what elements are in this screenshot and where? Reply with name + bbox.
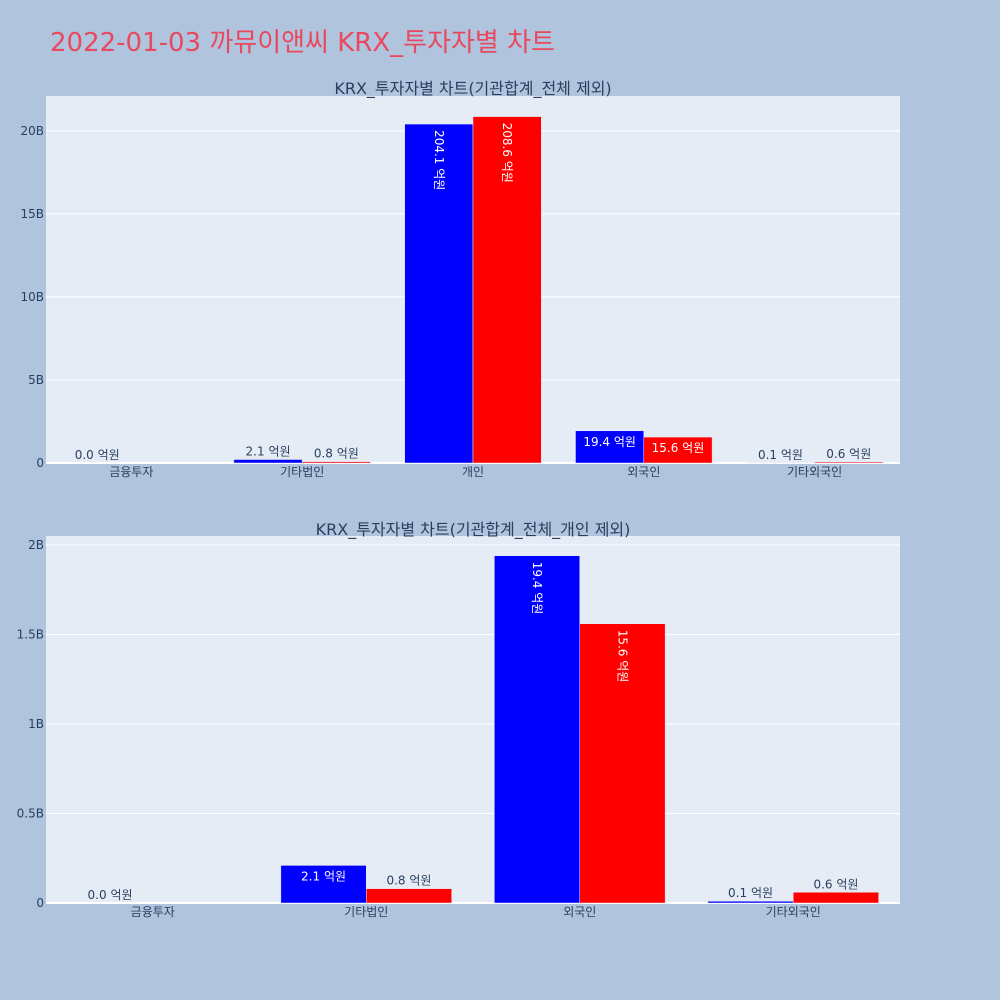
y-tick-label: 15B bbox=[20, 207, 44, 221]
y-tick-label: 2B bbox=[28, 538, 44, 552]
x-tick-label: 외국인 bbox=[563, 905, 596, 919]
data-label: 2.1 억원 bbox=[301, 869, 346, 883]
data-label: 0.1 억원 bbox=[758, 448, 803, 462]
bar bbox=[233, 459, 303, 464]
bar bbox=[707, 900, 794, 904]
data-label: 0.8 억원 bbox=[314, 447, 359, 461]
x-tick-label: 기타법인 bbox=[280, 465, 324, 479]
bar bbox=[643, 436, 713, 464]
data-label: 0.1 억원 bbox=[728, 886, 773, 900]
x-tick-label: 기타외국인 bbox=[766, 905, 821, 919]
y-tick-label: 1B bbox=[28, 717, 44, 731]
y-tick-label: 20B bbox=[20, 124, 44, 138]
subplot-title: KRX_투자자별 차트(기관합계_전체_개인 제외) bbox=[316, 520, 631, 540]
data-label: 208.6 억원 bbox=[500, 123, 514, 183]
data-label: 0.0 억원 bbox=[88, 888, 133, 902]
y-tick-label: 0.5B bbox=[17, 806, 44, 820]
x-tick-label: 기타법인 bbox=[344, 905, 388, 919]
y-tick-label: 0 bbox=[36, 896, 44, 910]
x-tick-label: 금융투자 bbox=[109, 465, 153, 479]
y-tick-label: 0 bbox=[36, 456, 44, 470]
x-tick-label: 개인 bbox=[462, 465, 484, 479]
data-label: 19.4 억원 bbox=[530, 562, 544, 615]
bar bbox=[301, 461, 371, 464]
bar bbox=[280, 865, 367, 904]
y-tick-label: 5B bbox=[28, 373, 44, 387]
bar bbox=[575, 430, 645, 464]
x-tick-label: 금융투자 bbox=[131, 905, 175, 919]
data-label: 15.6 억원 bbox=[615, 630, 629, 683]
bar bbox=[494, 555, 581, 904]
data-label: 15.6 억원 bbox=[652, 441, 705, 455]
bar bbox=[472, 116, 542, 464]
data-label: 0.6 억원 bbox=[826, 447, 871, 461]
y-tick-label: 10B bbox=[20, 290, 44, 304]
plot-area bbox=[46, 536, 900, 903]
bar bbox=[814, 461, 884, 464]
data-label: 0.6 억원 bbox=[813, 877, 858, 891]
data-label: 19.4 억원 bbox=[583, 435, 636, 449]
subplot-title: KRX_투자자별 차트(기관합계_전체 제외) bbox=[334, 79, 611, 99]
data-label: 0.0 억원 bbox=[75, 448, 120, 462]
data-label: 204.1 억원 bbox=[432, 130, 446, 190]
y-tick-label: 1.5B bbox=[17, 627, 44, 641]
data-label: 2.1 억원 bbox=[246, 445, 291, 459]
bar bbox=[793, 892, 879, 904]
page-title: 2022-01-03 까뮤이앤씨 KRX_투자자별 차트 bbox=[50, 28, 555, 58]
bar bbox=[579, 623, 666, 904]
x-tick-label: 기타외국인 bbox=[787, 465, 842, 479]
bar bbox=[366, 888, 452, 904]
bar bbox=[404, 123, 474, 464]
data-label: 0.8 억원 bbox=[386, 874, 431, 888]
x-tick-label: 외국인 bbox=[627, 465, 660, 479]
